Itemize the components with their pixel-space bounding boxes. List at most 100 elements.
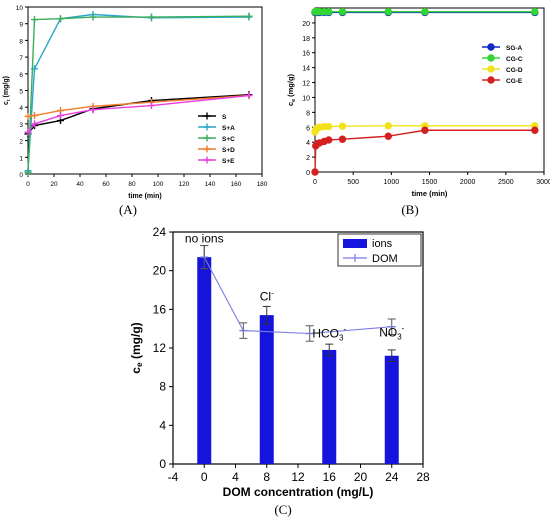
data-point xyxy=(325,136,333,144)
bar xyxy=(384,355,399,464)
data-point xyxy=(89,13,97,21)
series-line xyxy=(27,94,250,133)
data-point xyxy=(384,122,392,130)
legend-marker xyxy=(203,123,211,131)
x-tick-label: 500 xyxy=(347,179,359,186)
data-point xyxy=(57,15,64,23)
x-tick-label: 2500 xyxy=(498,179,514,186)
x-tick-label: 8 xyxy=(263,470,270,484)
y-tick-label: 12 xyxy=(302,81,310,88)
series-line xyxy=(314,129,535,173)
legend-marker xyxy=(487,54,495,62)
x-tick-label: 80 xyxy=(128,181,136,188)
x-tick-label: 12 xyxy=(291,470,305,484)
x-tick-label: 20 xyxy=(50,181,58,188)
y-axis-label: ce (mg/g) xyxy=(286,73,297,106)
x-tick-label: 28 xyxy=(416,470,430,484)
panel-label-a: (A) xyxy=(119,202,137,217)
legend-label: CG-D xyxy=(506,67,523,74)
y-tick-label: 6 xyxy=(19,72,23,79)
x-axis-label: time (min) xyxy=(412,189,448,198)
x-tick-label: 0 xyxy=(26,181,30,188)
series-line xyxy=(27,15,250,173)
data-point xyxy=(89,106,97,114)
panel-b-chart: 0 500 1000 1500 2000 2500 3000 0 2 4 6 8 10 12 14 16 18 2… xyxy=(286,7,550,198)
data-point xyxy=(148,13,155,21)
data-point xyxy=(31,112,38,120)
ion-annotation: HCO3- xyxy=(312,324,346,342)
series-line xyxy=(27,93,250,135)
data-point xyxy=(531,126,539,134)
y-tick-label: 3 xyxy=(19,122,23,129)
y-tick-label: 1 xyxy=(19,155,23,162)
y-tick-label: 8 xyxy=(159,380,166,394)
legend-label-dom: DOM xyxy=(372,253,398,265)
y-tick-label: 0 xyxy=(306,170,310,177)
y-axis-label: ct (mg/g) xyxy=(3,76,12,105)
data-point xyxy=(31,16,38,24)
bar xyxy=(197,257,212,464)
legend-marker xyxy=(487,65,495,73)
y-tick-label: 14 xyxy=(302,66,310,73)
legend-label: S+D xyxy=(222,147,235,154)
data-point xyxy=(24,128,32,136)
x-tick-label: 3000 xyxy=(536,179,550,186)
x-tick-label: 0 xyxy=(313,179,317,186)
legend-label: CG-C xyxy=(506,56,523,63)
data-point xyxy=(24,112,32,120)
y-tick-label: 0 xyxy=(19,172,23,179)
y-tick-label: 20 xyxy=(302,21,310,28)
x-tick-label: 2000 xyxy=(460,179,476,186)
data-point xyxy=(384,132,392,140)
legend-label: S+E xyxy=(222,158,235,165)
x-axis-label: DOM concentration (mg/L) xyxy=(223,485,374,499)
data-point xyxy=(325,8,333,16)
series-line xyxy=(27,13,250,171)
x-tick-label: 16 xyxy=(323,470,337,484)
x-axis-label: time (min) xyxy=(128,193,161,200)
bar xyxy=(259,315,274,464)
legend: ions DOM xyxy=(337,233,422,267)
legend-marker xyxy=(203,145,211,153)
data-point xyxy=(148,102,155,110)
legend-label-ions: ions xyxy=(372,238,393,250)
data-point xyxy=(57,112,64,120)
legend-swatch-ions xyxy=(343,239,367,248)
data-point xyxy=(421,8,429,16)
data-point xyxy=(421,126,429,134)
y-tick-label: 12 xyxy=(153,341,167,355)
x-tick-label: 180 xyxy=(257,181,268,188)
ion-annotation: NO3- xyxy=(379,323,404,341)
x-tick-label: 140 xyxy=(205,181,216,188)
x-tick-label: 1500 xyxy=(422,179,438,186)
data-point xyxy=(531,8,539,16)
panel-label-c: (C) xyxy=(274,502,291,517)
x-tick-label: 100 xyxy=(153,181,164,188)
x-tick-label: -4 xyxy=(168,470,179,484)
y-axis-label: ce (mg/g) xyxy=(129,322,144,373)
y-tick-label: 2 xyxy=(19,139,23,146)
x-tick-label: 160 xyxy=(231,181,242,188)
y-tick-label: 5 xyxy=(19,89,23,96)
bar xyxy=(322,349,337,464)
x-tick-label: 1000 xyxy=(384,179,400,186)
y-tick-label: 16 xyxy=(153,302,167,316)
legend-marker xyxy=(203,156,211,164)
data-point xyxy=(24,168,32,176)
x-tick-label: 0 xyxy=(201,470,208,484)
plot-frame xyxy=(314,7,545,173)
dom-series-line xyxy=(203,256,392,335)
data-point xyxy=(311,168,319,176)
legend-marker xyxy=(203,134,211,142)
data-point xyxy=(338,122,347,130)
data-point xyxy=(338,135,347,143)
data-point xyxy=(245,12,253,20)
x-tick-label: 24 xyxy=(385,470,399,484)
x-tick-label: 20 xyxy=(354,470,368,484)
y-tick-label: 6 xyxy=(306,125,310,132)
y-tick-label: 20 xyxy=(153,264,167,278)
legend-label: SG-A xyxy=(506,45,523,52)
panel-label-b: (B) xyxy=(401,202,418,217)
y-tick-label: 16 xyxy=(302,51,310,58)
